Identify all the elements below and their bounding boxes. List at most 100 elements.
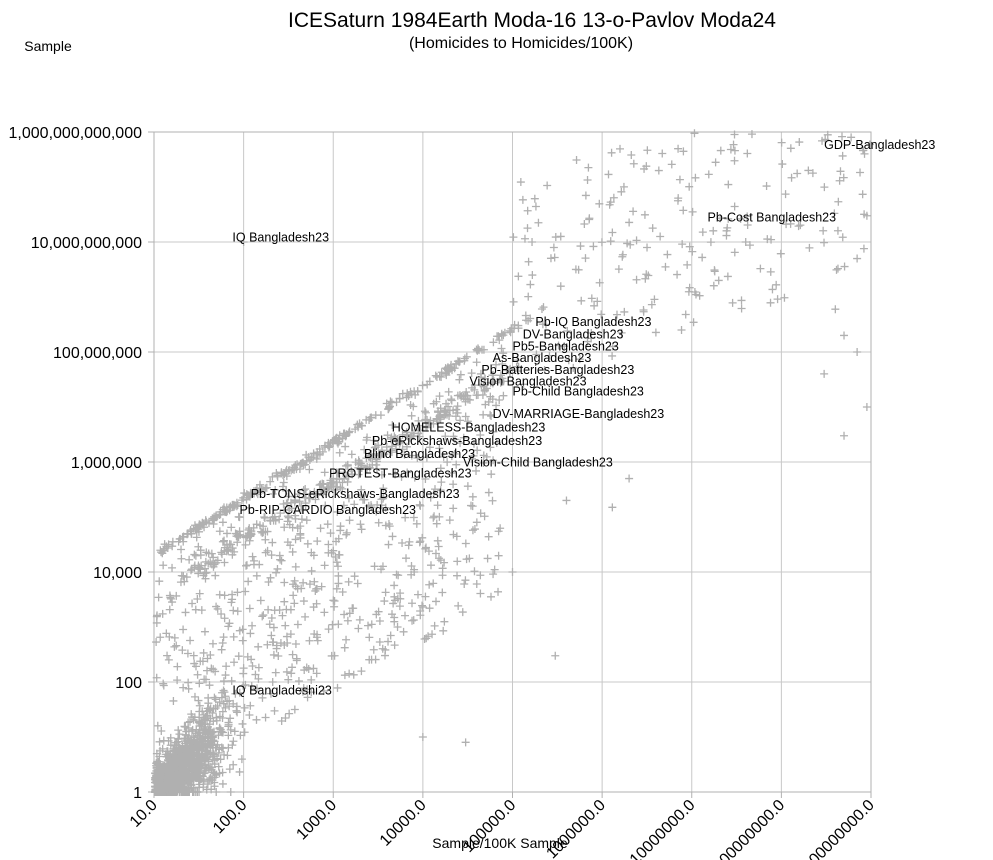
data-point: [321, 501, 330, 510]
data-point: [260, 513, 269, 522]
data-point: [432, 373, 441, 382]
data-point: [743, 149, 752, 158]
data-point: [804, 166, 813, 175]
data-point: [402, 442, 411, 451]
data-point: [279, 478, 288, 487]
data-point: [201, 760, 210, 769]
data-point: [447, 469, 456, 478]
data-point: [730, 248, 739, 257]
data-point: [299, 684, 308, 693]
data-point: [378, 562, 387, 571]
data-point: [766, 298, 775, 307]
data-point: [556, 282, 565, 291]
data-point: [170, 633, 179, 642]
data-point: [291, 562, 300, 571]
data-point: [246, 701, 255, 710]
data-point: [371, 443, 380, 452]
data-point: [168, 537, 177, 546]
data-point: [681, 310, 690, 319]
data-point: [499, 391, 508, 400]
data-point: [263, 546, 272, 555]
data-point: [170, 642, 179, 651]
x-tick-label: 1000.0: [293, 797, 340, 844]
x-tick-label: 10000000.0: [627, 797, 699, 860]
data-point: [513, 356, 522, 365]
data-point: [407, 451, 416, 460]
data-point: [297, 515, 306, 524]
data-point: [862, 403, 871, 411]
data-point: [204, 519, 213, 528]
data-point: [198, 520, 207, 529]
data-point: [473, 346, 482, 355]
data-point: [193, 594, 202, 603]
x-tick-label: 100.0: [210, 797, 250, 837]
data-point: [745, 241, 754, 250]
data-point: [270, 706, 279, 715]
data-point: [577, 296, 586, 305]
data-point: [381, 521, 390, 530]
data-point: [155, 737, 164, 746]
data-point: [213, 702, 222, 711]
data-point: [487, 592, 495, 601]
data-point: [402, 554, 411, 563]
data-point: [608, 228, 617, 237]
data-point: [455, 391, 464, 400]
data-point: [456, 416, 465, 425]
data-point: [224, 731, 233, 740]
data-point: [315, 481, 324, 490]
data-point: [472, 391, 481, 400]
data-point: [222, 662, 231, 671]
data-point: [597, 310, 606, 319]
data-point: [278, 482, 287, 491]
y-tick-label: 1: [133, 785, 142, 802]
data-point: [227, 598, 236, 607]
data-point: [175, 730, 184, 739]
data-point: [357, 491, 366, 500]
data-point: [185, 717, 194, 726]
data-point: [231, 501, 240, 510]
data-point: [329, 596, 338, 605]
data-point: [323, 520, 332, 529]
data-point: [691, 173, 700, 182]
data-point: [216, 510, 225, 519]
data-point: [203, 711, 212, 720]
data-point: [240, 703, 249, 712]
data-point: [387, 446, 396, 455]
data-point: [153, 721, 162, 730]
data-point: [651, 328, 660, 337]
y-tick-label: 100,000,000: [53, 345, 142, 362]
data-point: [324, 443, 333, 452]
data-point: [530, 194, 539, 203]
data-point: [377, 470, 386, 479]
data-point: [494, 551, 503, 560]
data-point: [431, 371, 440, 380]
data-point: [158, 549, 167, 558]
data-point: [369, 436, 378, 445]
data-point: [208, 709, 217, 718]
data-point: [269, 650, 278, 659]
data-point: [413, 454, 422, 463]
data-point: [195, 756, 204, 765]
data-point: [173, 764, 182, 773]
data-point: [463, 417, 472, 426]
data-point: [168, 563, 177, 572]
data-point: [476, 430, 485, 439]
data-point: [268, 538, 277, 547]
data-point: [453, 571, 462, 580]
data-point: [414, 416, 423, 425]
data-point: [698, 228, 707, 237]
data-point: [643, 146, 652, 155]
data-point: [338, 587, 347, 596]
data-point: [183, 649, 192, 658]
data-point: [264, 577, 273, 586]
data-point: [228, 544, 237, 553]
data-point: [280, 578, 289, 587]
data-point: [278, 611, 287, 620]
data-point: [819, 226, 828, 235]
data-point: [211, 704, 220, 713]
data-point: [320, 608, 329, 617]
data-point: [835, 176, 844, 185]
data-point: [160, 540, 169, 549]
data-point: [307, 675, 316, 684]
data-point: [453, 408, 462, 417]
